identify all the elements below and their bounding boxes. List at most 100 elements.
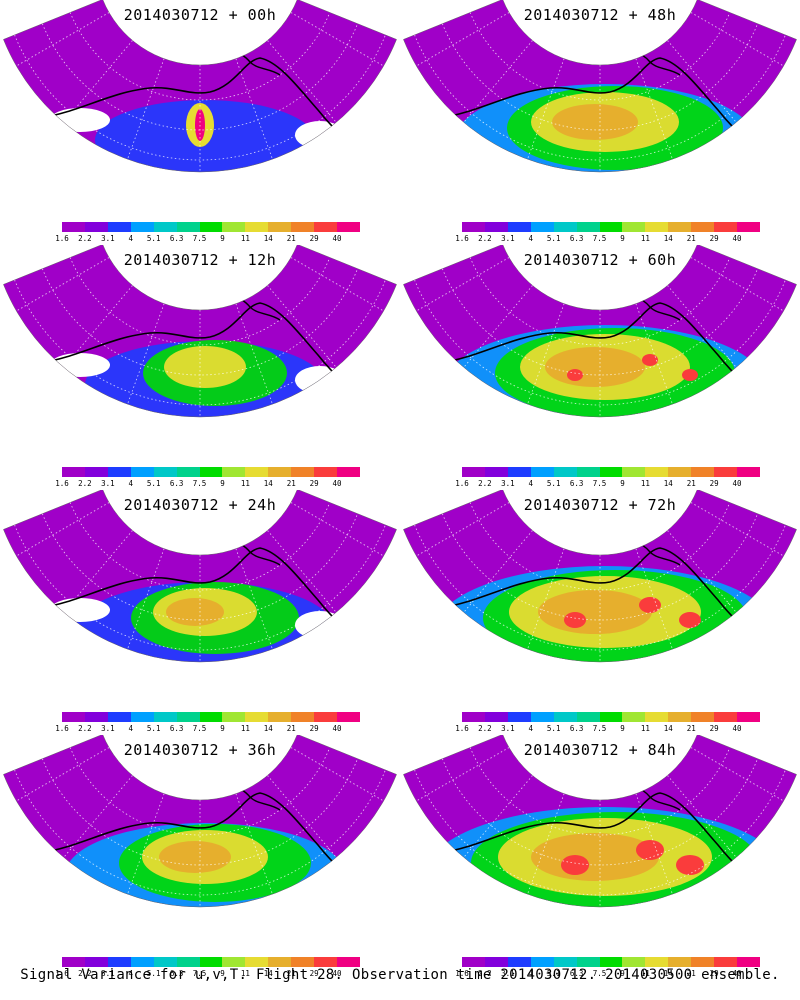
- colorbar-swatch: [291, 957, 315, 967]
- colorbar-tick-label: 7.5: [592, 724, 607, 733]
- colorbar-tick-label: 4: [528, 724, 534, 733]
- colorbar-swatch: [130, 222, 154, 232]
- colorbar: [462, 957, 760, 967]
- colorbar-tick-label: 2.2: [478, 479, 492, 488]
- colorbar-tick-label: 21: [686, 724, 696, 733]
- colorbar-tick-label: 14: [263, 479, 273, 488]
- map-boundary: [403, 490, 797, 663]
- colorbar-tick-label: 11: [240, 234, 250, 243]
- colorbar-swatch: [622, 712, 646, 722]
- colorbar-swatch: [668, 467, 692, 477]
- panel-title: 2014030712 + 72h: [523, 496, 677, 514]
- latitude-line: [414, 279, 786, 406]
- colorbar-swatch: [199, 957, 223, 967]
- colorbar-tick-label: 1.6: [455, 969, 469, 978]
- colorbar-swatch: [691, 957, 715, 967]
- colorbar-tick-label: 1.6: [55, 234, 69, 243]
- colorbar-tick-label: 11: [640, 234, 650, 243]
- colorbar-swatch: [714, 467, 738, 477]
- latitude-line: [442, 23, 758, 131]
- colorbar-swatch: [714, 712, 738, 722]
- colorbar-tick-label: 6.3: [569, 969, 584, 978]
- colorbar-swatch: [176, 222, 200, 232]
- colorbar-tick-label: 1.6: [455, 234, 469, 243]
- latitude-line: [69, 257, 331, 346]
- colorbar-swatch: [176, 957, 200, 967]
- colorbar-swatch: [130, 712, 154, 722]
- colorbar-labels: 1.6 2.2 3.1 4 5.1 6.3 7.5 9 11 14 21 29 40: [455, 479, 760, 489]
- colorbar: [462, 222, 760, 232]
- colorbar-tick-label: 7.5: [192, 479, 207, 488]
- polar-map: [3, 735, 397, 908]
- panel-title: 2014030712 + 12h: [123, 251, 277, 269]
- colorbar-tick-label: 2.2: [78, 234, 92, 243]
- panel-title: 2014030712 + 00h: [123, 6, 277, 24]
- latitude-line: [14, 524, 386, 651]
- colorbar-tick-label: 7.5: [192, 969, 207, 978]
- colorbar-swatch: [714, 957, 738, 967]
- colorbar-swatch: [714, 222, 738, 232]
- colorbar-tick-label: 29: [309, 969, 319, 978]
- meridian-line: [114, 793, 165, 908]
- colorbar-swatch: [153, 467, 177, 477]
- colorbar-tick-label: 6.3: [169, 234, 184, 243]
- colorbar-tick-label: 4: [528, 969, 534, 978]
- colorbar-tick-label: 9: [620, 234, 625, 243]
- colorbar-tick-label: 11: [240, 969, 250, 978]
- colorbar-swatch: [576, 957, 600, 967]
- colorbar-swatch: [245, 222, 269, 232]
- forecast-panel: 2014030712 + 84h 1.6 2.2 3.1 4 5.1 6.3 7.5 9 11 14…: [400, 735, 800, 980]
- latitude-line: [42, 513, 358, 621]
- colorbar-tick-label: 7.5: [192, 234, 207, 243]
- latitude-line: [42, 758, 358, 866]
- colorbar-tick-label: 7.5: [592, 234, 607, 243]
- meridian-line: [235, 58, 286, 173]
- colorbar-swatch: [291, 467, 315, 477]
- colorbar-swatch: [268, 712, 292, 722]
- colorbar-swatch: [553, 222, 577, 232]
- colorbar-tick-label: 3.1: [101, 969, 115, 978]
- polar-map: [403, 735, 797, 908]
- colorbar-tick-label: 29: [309, 479, 319, 488]
- colorbar-tick-label: 7.5: [592, 969, 607, 978]
- colorbar-tick-label: 3.1: [101, 479, 115, 488]
- colorbar-tick-label: 7.5: [592, 479, 607, 488]
- colorbar: [62, 467, 360, 477]
- colorbar-swatch: [222, 467, 246, 477]
- panel-title: 2014030712 + 36h: [123, 741, 277, 759]
- map-boundary: [3, 490, 397, 663]
- colorbar-tick-label: 3.1: [501, 969, 515, 978]
- map-boundary: [3, 735, 397, 908]
- colorbar-swatch: [507, 467, 531, 477]
- colorbar-tick-label: 40: [332, 234, 342, 243]
- colorbar-swatch: [84, 957, 108, 967]
- meridian-line: [514, 548, 565, 663]
- latitude-line: [469, 257, 731, 346]
- colorbar-swatch: [245, 467, 269, 477]
- colorbar-tick-label: 21: [686, 234, 696, 243]
- colorbar-swatch: [199, 222, 223, 232]
- latitude-line: [442, 513, 758, 621]
- colorbar-swatch: [530, 957, 554, 967]
- colorbar-tick-label: 4: [128, 969, 134, 978]
- no-data-patch: [90, 165, 130, 173]
- colorbar-swatch: [507, 957, 531, 967]
- forecast-panel: 2014030712 + 00h 1.6 2.2 3.1 4 5.1 6.3 7.5 9 11 14…: [0, 0, 400, 245]
- colorbar-swatch: [462, 712, 485, 722]
- colorbar-tick-label: 14: [263, 969, 273, 978]
- polar-map: [403, 245, 797, 418]
- variance-contour: [531, 833, 659, 881]
- forecast-panel: 2014030712 + 12h 1.6 2.2 3.1 4 5.1 6.3 7.5 9 11 14…: [0, 245, 400, 490]
- polar-map: [3, 245, 397, 418]
- colorbar-tick-label: 6.3: [169, 479, 184, 488]
- colorbar-swatch: [484, 222, 508, 232]
- colorbar-tick-label: 2.2: [78, 724, 92, 733]
- colorbar-swatch: [130, 957, 154, 967]
- forecast-panel: 2014030712 + 60h 1.6 2.2 3.1 4 5.1 6.3 7.5 9 11 14…: [400, 245, 800, 490]
- panel-title: 2014030712 + 84h: [523, 741, 677, 759]
- colorbar-tick-label: 40: [732, 969, 742, 978]
- colorbar-swatch: [553, 712, 577, 722]
- colorbar-tick-label: 14: [663, 969, 673, 978]
- colorbar-tick-label: 9: [220, 234, 225, 243]
- colorbar-swatch: [84, 222, 108, 232]
